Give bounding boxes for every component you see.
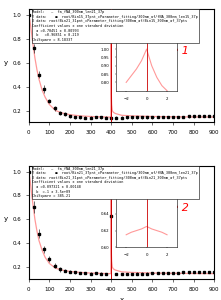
Text: Case 1: Case 1: [151, 46, 189, 56]
Text: Model:   —  fa_fNA_300nm_len21_37p
Y data:    ■  root/Bin15_37pnt_cParameter_fit: Model: — fa_fNA_300nm_len21_37p Y data: …: [32, 10, 198, 42]
X-axis label: x: x: [120, 297, 124, 300]
Text: Model:   —  fa_fNA_300nm_len21_37p
Y data:    ■  root/Bin21_37pnt_cParameter_fit: Model: — fa_fNA_300nm_len21_37p Y data: …: [32, 167, 198, 198]
Y-axis label: y: y: [3, 60, 8, 66]
Text: Case 2: Case 2: [151, 203, 189, 213]
Y-axis label: y: y: [3, 216, 8, 222]
